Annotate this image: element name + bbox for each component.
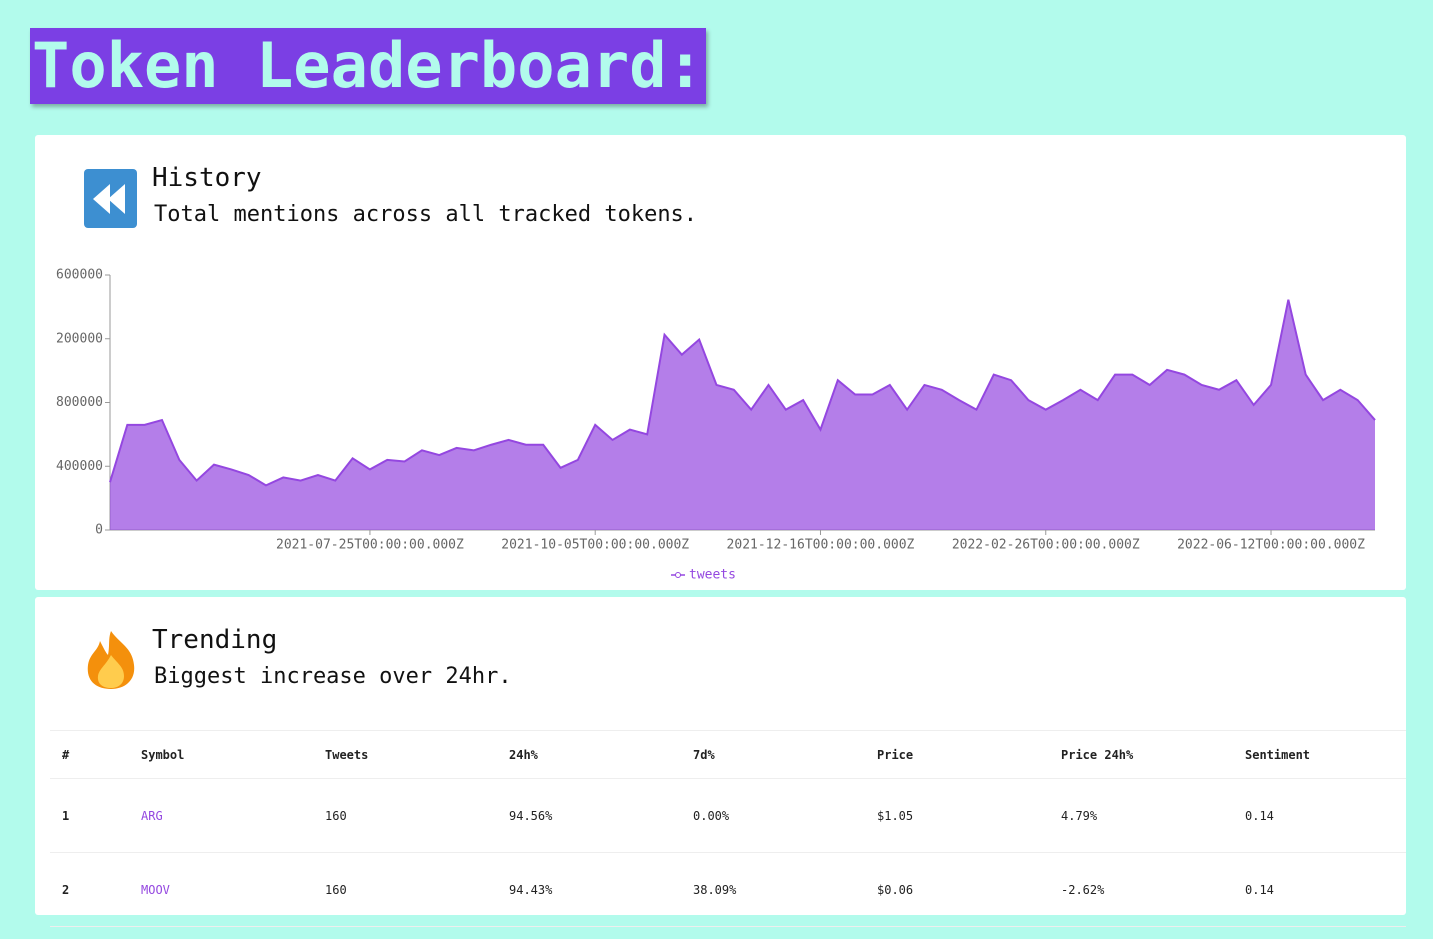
table-cell: 38.09% (681, 852, 865, 927)
table-cell: 0.14 (1233, 778, 1406, 853)
table-cell: 0.14 (1233, 852, 1406, 927)
table-cell: 4.79% (1049, 778, 1233, 853)
area (110, 299, 1375, 530)
history-title: History (152, 163, 262, 193)
table-row: 2 MOOV 160 94.43% 38.09% $0.06 -2.62% 0.14 (50, 852, 1406, 927)
table-cell: 160 (313, 852, 497, 927)
y-tick-label: 400000 (56, 459, 103, 474)
column-header: Price 24h% (1049, 730, 1233, 779)
trending-table: # Symbol Tweets 24h% 7d% Price Price 24h% Senti… (50, 730, 1406, 927)
x-tick-label: 2021-07-25T00:00:00.000Z (276, 538, 464, 553)
table-cell: 0.00% (681, 778, 865, 853)
column-header: Tweets (313, 730, 497, 779)
table-cell: 2 (50, 852, 129, 927)
line (109, 299, 1376, 487)
table-cell: 1 (50, 778, 129, 853)
legend-label: tweets (689, 568, 736, 583)
history-card: History Total mentions across all tracke… (35, 135, 1406, 590)
symbol-cell: ARG (129, 778, 313, 853)
page-title: Token Leaderboard: (30, 28, 706, 104)
trending-card: Trending Biggest increase over 24hr. # Sy… (35, 597, 1406, 927)
column-header: # (50, 730, 129, 779)
column-header: Sentiment (1233, 730, 1406, 779)
table-cell: $0.06 (865, 852, 1049, 927)
column-header: Price (865, 730, 1049, 779)
symbol-cell: MOOV (129, 852, 313, 927)
column-header: 24h% (497, 730, 681, 779)
rewind-icon (84, 169, 137, 228)
x-tick-label: 2021-12-16T00:00:00.000Z (727, 538, 915, 553)
table-cell: -2.62% (1049, 852, 1233, 927)
trending-title: Trending (152, 625, 278, 655)
table-cell: 160 (313, 778, 497, 853)
y-tick-label: 200000 (56, 331, 103, 346)
table-cell: 94.43% (497, 852, 681, 927)
y-tick-label: 800000 (56, 395, 103, 410)
fire-icon (87, 631, 135, 689)
x-tick-label: 2022-02-26T00:00:00.000Z (952, 538, 1140, 553)
x-tick-label: 2021-10-05T00:00:00.000Z (501, 538, 689, 553)
chart: 0 400000 800000 200000 600000 2021-07-25T00:0… (56, 268, 1376, 583)
column-header: Symbol (129, 730, 313, 779)
table-cell: $1.05 (865, 778, 1049, 853)
y-tick-label: 0 (95, 523, 103, 538)
trending-subtitle: Biggest increase over 24hr. (154, 664, 512, 689)
column-header: 7d% (681, 730, 865, 779)
table-cell: 94.56% (497, 778, 681, 853)
y-tick-label: 600000 (56, 268, 103, 283)
table-row: 1 ARG 160 94.56% 0.00% $1.05 4.79% 0.14 (50, 778, 1406, 853)
x-tick-label: 2022-06-12T00:00:00.000Z (1177, 538, 1365, 553)
history-subtitle: Total mentions across all tracked tokens… (154, 202, 698, 227)
legend-symbol (675, 572, 681, 578)
